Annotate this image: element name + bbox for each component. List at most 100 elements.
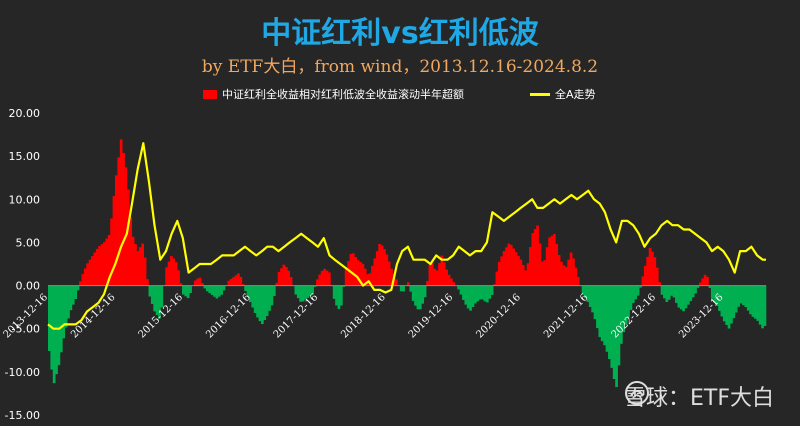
excess-bar <box>122 152 125 286</box>
excess-bar <box>165 267 168 286</box>
excess-bar <box>385 254 389 286</box>
watermark-text: 雪球：ETF大白 <box>624 386 774 411</box>
excess-bar <box>138 247 142 286</box>
excess-bar <box>617 285 621 366</box>
excess-bar <box>110 218 113 286</box>
excess-bar <box>196 278 200 286</box>
excess-bar <box>98 245 101 286</box>
excess-bar <box>550 235 554 286</box>
excess-bar <box>383 249 386 286</box>
excess-bar <box>387 261 391 286</box>
excess-bar <box>557 255 561 286</box>
excess-bar <box>55 285 58 375</box>
excess-bar <box>715 285 719 306</box>
excess-bar <box>182 285 185 295</box>
y-tick-label: 15.00 <box>9 150 41 163</box>
excess-bar <box>742 285 745 306</box>
excess-bar <box>603 285 606 346</box>
excess-bar <box>426 280 429 286</box>
excess-bar <box>658 282 661 286</box>
excess-bar <box>624 285 628 325</box>
excess-bar <box>294 285 298 295</box>
index-line <box>47 142 766 330</box>
excess-bar <box>737 285 740 307</box>
excess-bar <box>598 285 602 338</box>
excess-bar <box>241 284 245 286</box>
excess-bar <box>584 285 587 299</box>
excess-bar <box>193 280 197 286</box>
excess-bar <box>593 285 597 320</box>
excess-bar <box>701 278 705 286</box>
excess-bar <box>131 236 135 286</box>
excess-bar <box>344 268 348 286</box>
excess-bar <box>148 285 152 297</box>
excess-bar <box>64 285 68 328</box>
excess-bar <box>600 285 604 342</box>
excess-bar <box>744 285 748 307</box>
excess-bar <box>359 262 362 286</box>
excess-bar <box>428 264 432 286</box>
excess-bar <box>71 285 75 305</box>
excess-bar <box>682 285 685 312</box>
excess-bar <box>497 261 501 286</box>
excess-bar <box>631 285 635 303</box>
excess-bar <box>351 253 355 286</box>
y-tick-label: -5.00 <box>12 323 40 336</box>
x-tick-label: 2014-12-16 <box>69 292 118 341</box>
excess-bar <box>574 267 578 286</box>
excess-bar <box>442 262 446 286</box>
excess-bar <box>354 257 358 286</box>
y-tick-label: -10.00 <box>5 366 40 379</box>
excess-bar <box>732 285 736 319</box>
excess-bar <box>464 285 468 305</box>
excess-bar <box>373 258 377 286</box>
excess-bar <box>124 167 128 286</box>
excess-bar <box>296 285 300 299</box>
excess-bar <box>189 285 192 293</box>
excess-bar <box>445 269 448 286</box>
excess-bar <box>356 260 360 286</box>
excess-bar <box>545 247 549 286</box>
excess-bar <box>246 285 250 297</box>
excess-bar <box>435 270 439 286</box>
excess-bar <box>234 275 238 286</box>
excess-bar <box>746 285 750 311</box>
excess-bar <box>569 252 573 286</box>
excess-bar <box>332 285 336 299</box>
excess-bar <box>665 285 669 302</box>
excess-bar <box>361 263 365 286</box>
excess-bar <box>478 285 482 300</box>
excess-bar <box>581 285 585 295</box>
excess-bar <box>710 285 714 299</box>
excess-bar <box>761 285 764 329</box>
excess-bar <box>407 282 410 286</box>
excess-bar <box>62 285 66 339</box>
excess-bars <box>48 139 767 388</box>
excess-bar <box>220 285 224 295</box>
excess-bar <box>653 257 657 286</box>
excess-bar <box>586 285 590 302</box>
excess-bar <box>210 285 214 295</box>
excess-bar <box>244 285 247 291</box>
excess-bar <box>67 285 70 319</box>
excess-bar <box>272 285 276 296</box>
excess-bar <box>172 258 176 286</box>
excess-bar <box>763 285 767 326</box>
excess-bar <box>414 285 417 306</box>
excess-bar <box>263 285 267 321</box>
excess-bar <box>663 285 666 299</box>
excess-bar <box>399 285 403 292</box>
excess-bar <box>751 285 755 317</box>
excess-bar <box>543 260 547 286</box>
y-tick-label: 10.00 <box>9 193 41 206</box>
excess-bar <box>141 243 145 286</box>
excess-bar <box>538 243 542 286</box>
excess-bar <box>469 285 472 311</box>
excess-bar <box>215 285 219 299</box>
excess-bar <box>86 263 89 286</box>
excess-bar <box>622 285 626 333</box>
excess-bar <box>136 250 140 286</box>
excess-bar <box>270 285 274 306</box>
excess-bar <box>462 285 465 300</box>
